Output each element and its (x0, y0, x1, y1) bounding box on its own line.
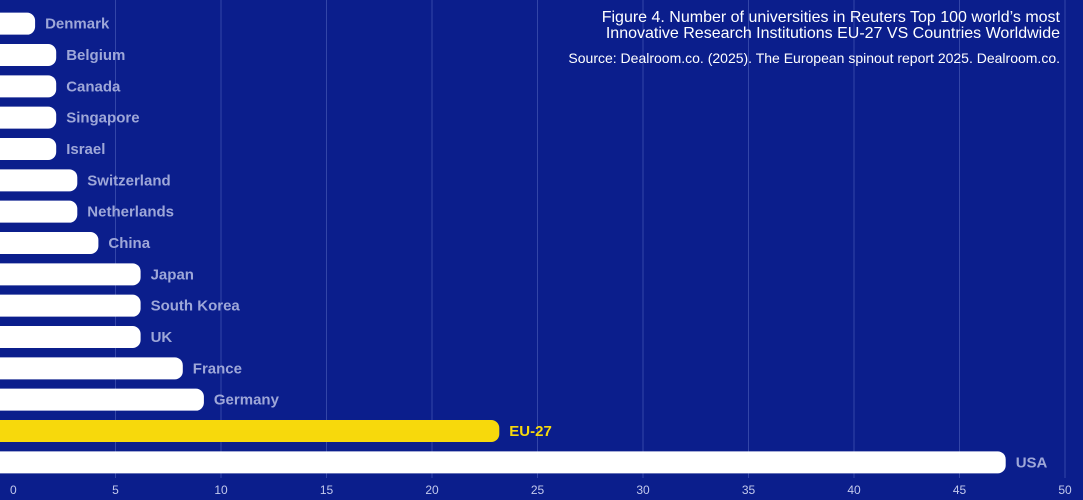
category-label: Israel (66, 141, 105, 158)
category-label: Belgium (66, 47, 125, 64)
category-label: Singapore (66, 110, 139, 127)
x-tick-label: 30 (636, 483, 650, 497)
x-tick-label: 0 (10, 483, 17, 497)
category-label: Switzerland (87, 172, 170, 189)
category-label: China (108, 235, 150, 252)
category-label: France (193, 360, 242, 377)
category-label: South Korea (151, 298, 241, 315)
category-label: USA (1016, 454, 1048, 471)
x-tick-label: 35 (742, 483, 756, 497)
bar (0, 12, 36, 35)
bar (0, 232, 99, 254)
category-label: Netherlands (87, 204, 174, 221)
bar (0, 75, 57, 98)
x-tick-label: 10 (214, 483, 228, 497)
x-tick-label: 15 (320, 483, 334, 497)
x-tick-label: 40 (847, 483, 861, 497)
bar (0, 200, 78, 223)
x-tick-label: 25 (531, 483, 545, 497)
chart-source: Source: Dealroom.co. (2025). The Europea… (568, 50, 1060, 66)
category-label: Germany (214, 392, 280, 409)
x-tick-label: 45 (953, 483, 967, 497)
category-label: UK (151, 329, 173, 346)
category-label: EU-27 (509, 423, 552, 440)
category-label: Japan (151, 266, 194, 283)
bar (0, 388, 204, 411)
bar (0, 326, 141, 348)
bar (0, 357, 183, 380)
bar (0, 294, 141, 317)
x-tick-label: 20 (425, 483, 439, 497)
bar (0, 420, 500, 442)
category-label: Denmark (45, 16, 110, 33)
x-tick-label: 50 (1058, 483, 1072, 497)
bar (0, 106, 57, 129)
bar (0, 451, 1006, 474)
category-label: Canada (66, 78, 121, 95)
bar (0, 169, 78, 192)
bar (0, 263, 141, 286)
bar (0, 138, 57, 160)
x-tick-label: 5 (112, 483, 119, 497)
bar (0, 44, 57, 66)
chart-title: Figure 4. Number of universities in Reut… (601, 9, 1060, 42)
header: Figure 4. Number of universities in Reut… (560, 9, 1060, 67)
